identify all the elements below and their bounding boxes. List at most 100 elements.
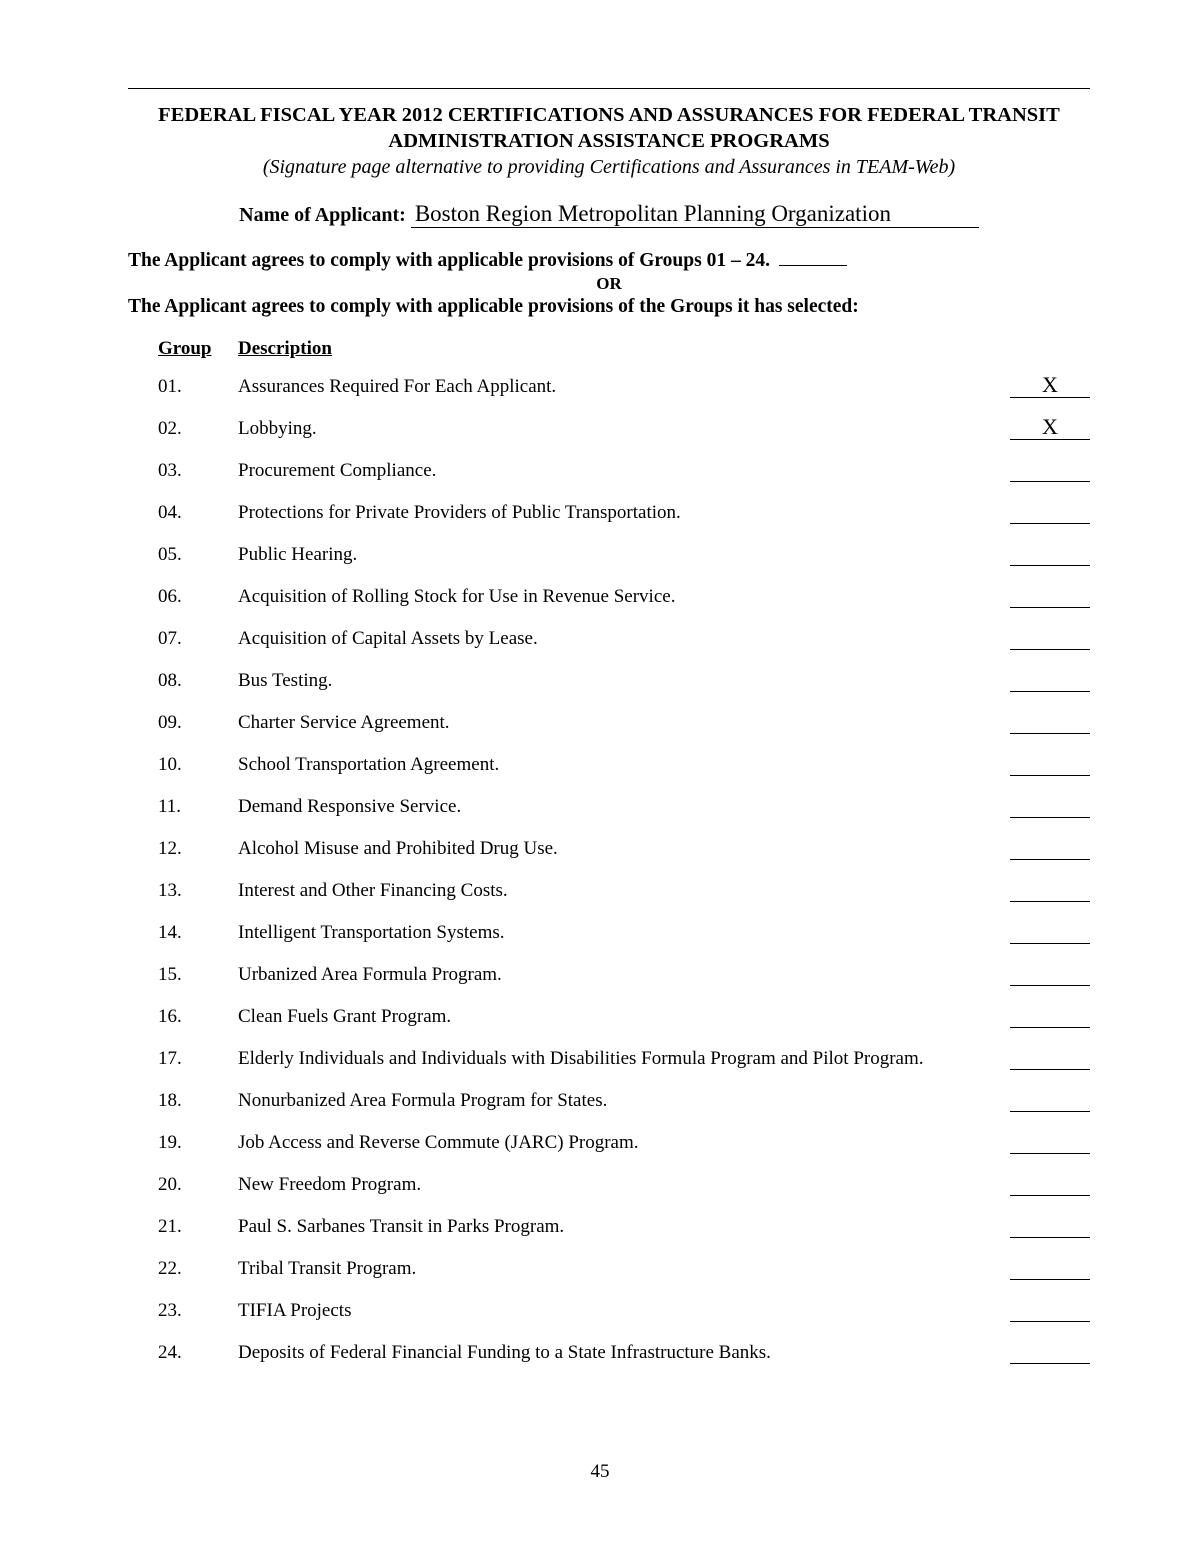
row-number: 09. xyxy=(158,712,238,734)
applicant-line: Name of Applicant: Boston Region Metropo… xyxy=(128,201,1090,228)
table-row: 05.Public Hearing. xyxy=(158,542,1090,566)
row-description: Elderly Individuals and Individuals with… xyxy=(238,1048,1010,1070)
row-number: 21. xyxy=(158,1216,238,1238)
row-mark xyxy=(1010,584,1090,608)
row-mark xyxy=(1010,1004,1090,1028)
row-mark xyxy=(1010,1172,1090,1196)
table-row: 15.Urbanized Area Formula Program. xyxy=(158,962,1090,986)
row-description: Deposits of Federal Financial Funding to… xyxy=(238,1342,1010,1364)
row-description: Interest and Other Financing Costs. xyxy=(238,880,1010,902)
row-number: 03. xyxy=(158,460,238,482)
table-row: 06.Acquisition of Rolling Stock for Use … xyxy=(158,584,1090,608)
row-description: Procurement Compliance. xyxy=(238,460,1010,482)
table-row: 02.Lobbying.X xyxy=(158,416,1090,440)
row-description: Alcohol Misuse and Prohibited Drug Use. xyxy=(238,838,1010,860)
row-description: Nonurbanized Area Formula Program for St… xyxy=(238,1090,1010,1112)
row-mark xyxy=(1010,1046,1090,1070)
rows-container: 01.Assurances Required For Each Applican… xyxy=(158,374,1090,1364)
row-number: 17. xyxy=(158,1048,238,1070)
row-description: Intelligent Transportation Systems. xyxy=(238,922,1010,944)
row-number: 19. xyxy=(158,1132,238,1154)
applicant-value: Boston Region Metropolitan Planning Orga… xyxy=(411,201,979,228)
row-description: Acquisition of Capital Assets by Lease. xyxy=(238,628,1010,650)
page: FEDERAL FISCAL YEAR 2012 CERTIFICATIONS … xyxy=(0,0,1200,1553)
title-block: FEDERAL FISCAL YEAR 2012 CERTIFICATIONS … xyxy=(128,103,1090,179)
row-mark xyxy=(1010,836,1090,860)
row-mark xyxy=(1010,626,1090,650)
table-row: 17.Elderly Individuals and Individuals w… xyxy=(158,1046,1090,1070)
row-description: Job Access and Reverse Commute (JARC) Pr… xyxy=(238,1132,1010,1154)
table-row: 01.Assurances Required For Each Applican… xyxy=(158,374,1090,398)
table-row: 13.Interest and Other Financing Costs. xyxy=(158,878,1090,902)
row-number: 14. xyxy=(158,922,238,944)
row-number: 05. xyxy=(158,544,238,566)
row-description: Charter Service Agreement. xyxy=(238,712,1010,734)
table-row: 23.TIFIA Projects xyxy=(158,1298,1090,1322)
row-mark xyxy=(1010,542,1090,566)
row-mark xyxy=(1010,962,1090,986)
row-mark xyxy=(1010,1256,1090,1280)
row-description: Demand Responsive Service. xyxy=(238,796,1010,818)
row-mark: X xyxy=(1010,374,1090,398)
page-number: 45 xyxy=(0,1461,1200,1483)
table-row: 20.New Freedom Program. xyxy=(158,1172,1090,1196)
row-number: 10. xyxy=(158,754,238,776)
table-row: 07.Acquisition of Capital Assets by Leas… xyxy=(158,626,1090,650)
table-row: 11.Demand Responsive Service. xyxy=(158,794,1090,818)
row-number: 04. xyxy=(158,502,238,524)
table-row: 03.Procurement Compliance. xyxy=(158,458,1090,482)
row-number: 11. xyxy=(158,796,238,818)
row-number: 16. xyxy=(158,1006,238,1028)
table-row: 12.Alcohol Misuse and Prohibited Drug Us… xyxy=(158,836,1090,860)
row-mark xyxy=(1010,1340,1090,1364)
document-subtitle: (Signature page alternative to providing… xyxy=(128,156,1090,179)
row-description: Acquisition of Rolling Stock for Use in … xyxy=(238,586,1010,608)
row-mark xyxy=(1010,794,1090,818)
row-number: 01. xyxy=(158,376,238,398)
header-group: Group xyxy=(158,338,238,360)
row-mark xyxy=(1010,878,1090,902)
row-description: Clean Fuels Grant Program. xyxy=(238,1006,1010,1028)
table-row: 22.Tribal Transit Program. xyxy=(158,1256,1090,1280)
row-mark xyxy=(1010,920,1090,944)
row-number: 08. xyxy=(158,670,238,692)
row-mark xyxy=(1010,752,1090,776)
row-number: 22. xyxy=(158,1258,238,1280)
row-mark xyxy=(1010,1214,1090,1238)
row-mark xyxy=(1010,710,1090,734)
comply-all-text: The Applicant agrees to comply with appl… xyxy=(128,250,770,271)
table-row: 09.Charter Service Agreement. xyxy=(158,710,1090,734)
top-rule xyxy=(128,88,1090,89)
row-description: School Transportation Agreement. xyxy=(238,754,1010,776)
table-row: 24.Deposits of Federal Financial Funding… xyxy=(158,1340,1090,1364)
row-description: Public Hearing. xyxy=(238,544,1010,566)
row-description: Lobbying. xyxy=(238,418,1010,440)
row-description: Assurances Required For Each Applicant. xyxy=(238,376,1010,398)
table-header: Group Description xyxy=(158,338,1090,360)
row-mark xyxy=(1010,668,1090,692)
table-row: 19.Job Access and Reverse Commute (JARC)… xyxy=(158,1130,1090,1154)
header-description: Description xyxy=(238,338,1090,360)
table-row: 16.Clean Fuels Grant Program. xyxy=(158,1004,1090,1028)
row-description: Bus Testing. xyxy=(238,670,1010,692)
row-number: 15. xyxy=(158,964,238,986)
row-number: 02. xyxy=(158,418,238,440)
comply-all-line: The Applicant agrees to comply with appl… xyxy=(128,250,1090,272)
table-row: 08.Bus Testing. xyxy=(158,668,1090,692)
row-mark xyxy=(1010,1130,1090,1154)
row-description: TIFIA Projects xyxy=(238,1300,1010,1322)
table-row: 18.Nonurbanized Area Formula Program for… xyxy=(158,1088,1090,1112)
row-description: Protections for Private Providers of Pub… xyxy=(238,502,1010,524)
row-description: Paul S. Sarbanes Transit in Parks Progra… xyxy=(238,1216,1010,1238)
row-number: 06. xyxy=(158,586,238,608)
table-row: 10.School Transportation Agreement. xyxy=(158,752,1090,776)
applicant-label: Name of Applicant: xyxy=(239,204,411,226)
row-mark xyxy=(1010,1088,1090,1112)
row-mark: X xyxy=(1010,416,1090,440)
row-number: 18. xyxy=(158,1090,238,1112)
row-number: 13. xyxy=(158,880,238,902)
row-mark xyxy=(1010,458,1090,482)
row-number: 12. xyxy=(158,838,238,860)
row-mark xyxy=(1010,500,1090,524)
table-row: 14.Intelligent Transportation Systems. xyxy=(158,920,1090,944)
